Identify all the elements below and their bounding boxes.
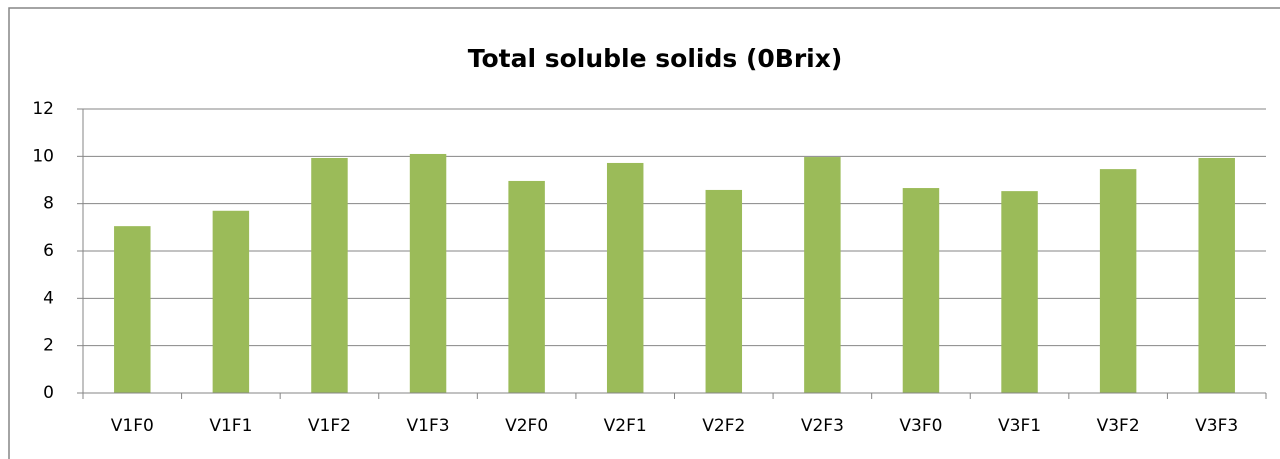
- bar: [311, 157, 348, 393]
- y-tick-label: 12: [32, 99, 54, 119]
- x-tick-label: V3F3: [1195, 416, 1238, 436]
- x-tick-label: V1F0: [111, 416, 154, 436]
- y-tick-label: 6: [43, 241, 54, 261]
- bar: [705, 189, 743, 393]
- x-tick-label: V3F2: [1097, 416, 1140, 436]
- y-tick-label: 4: [43, 288, 54, 308]
- x-tick-label: V1F1: [209, 416, 252, 436]
- chart-title: Total soluble solids (0Brix): [468, 44, 843, 73]
- bar: [804, 157, 841, 393]
- x-tick-label: V3F0: [899, 416, 942, 436]
- x-tick-label: V2F2: [702, 416, 745, 436]
- bar: [902, 188, 940, 393]
- y-tick-label: 2: [43, 336, 54, 356]
- x-tick-label: V2F0: [505, 416, 548, 436]
- x-tick-label: V1F2: [308, 416, 351, 436]
- x-tick-label: V2F1: [604, 416, 647, 436]
- bar: [1099, 169, 1137, 393]
- bar: [212, 210, 250, 393]
- x-tick-label: V3F1: [998, 416, 1041, 436]
- x-tick-label: V1F3: [407, 416, 450, 436]
- bar: [114, 226, 151, 393]
- bar: [606, 162, 644, 393]
- bar: [409, 153, 447, 393]
- y-tick-label: 8: [43, 194, 54, 214]
- bar: [1001, 191, 1038, 393]
- bar: [1198, 157, 1235, 393]
- y-tick-label: 0: [43, 383, 54, 403]
- y-tick-label: 10: [32, 146, 54, 166]
- x-tick-label: V2F3: [801, 416, 844, 436]
- chart-frame: [8, 7, 1280, 459]
- bar: [508, 180, 545, 393]
